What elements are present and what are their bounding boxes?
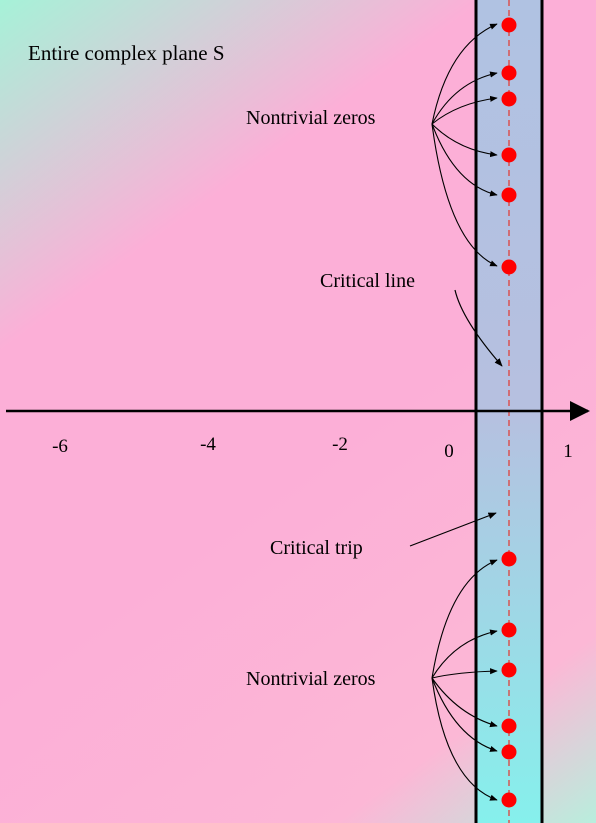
- zero-arrow-upper: [431, 71, 498, 125]
- zero-arrow-upper: [431, 123, 498, 197]
- nontrivial-zero-dot: [501, 662, 517, 678]
- zeros-upper-group: [501, 17, 517, 275]
- critical-line-label: Critical line: [320, 270, 415, 292]
- zero-arrow-lower: [431, 677, 498, 728]
- zero-arrow-lower: [431, 677, 498, 752]
- nontrivial-zero-dot: [501, 17, 517, 33]
- zeros-lower-group: [501, 551, 517, 808]
- nontrivial-zero-dot: [501, 147, 517, 163]
- axis-tick-label: 0: [444, 441, 454, 462]
- zero-arrow-upper: [431, 123, 498, 158]
- zero-arrow-upper: [431, 23, 498, 125]
- critical-line-arrow: [454, 289, 503, 367]
- nontrivial-zero-dot: [501, 622, 517, 638]
- zero-arrow-lower: [431, 629, 498, 679]
- zero-arrow-upper: [431, 95, 498, 125]
- nontrivial-zeros-label-lower: Nontrivial zeros: [246, 668, 376, 690]
- axis-tick-label: 1: [563, 441, 573, 462]
- axis-tick-label: -6: [52, 436, 68, 457]
- zero-arrow-lower: [431, 559, 498, 679]
- zero-arrow-lower: [431, 668, 498, 679]
- nontrivial-zero-dot: [501, 259, 517, 275]
- zero-arrow-lower: [431, 677, 498, 801]
- nontrivial-zero-dot: [501, 65, 517, 81]
- axis-tick-label: -2: [332, 434, 348, 455]
- critical-strip-arrow: [409, 512, 497, 547]
- nontrivial-zero-dot: [501, 792, 517, 808]
- nontrivial-zero-dot: [501, 551, 517, 567]
- nontrivial-zero-dot: [501, 187, 517, 203]
- nontrivial-zeros-label-upper: Nontrivial zeros: [246, 107, 376, 129]
- nontrivial-zero-dot: [501, 718, 517, 734]
- zero-arrow-upper: [431, 123, 498, 267]
- diagram-title: Entire complex plane S: [28, 41, 225, 65]
- nontrivial-zero-dot: [501, 744, 517, 760]
- axis-tick-label: -4: [200, 434, 216, 455]
- nontrivial-zero-dot: [501, 91, 517, 107]
- critical-strip-label: Critical trip: [270, 537, 363, 559]
